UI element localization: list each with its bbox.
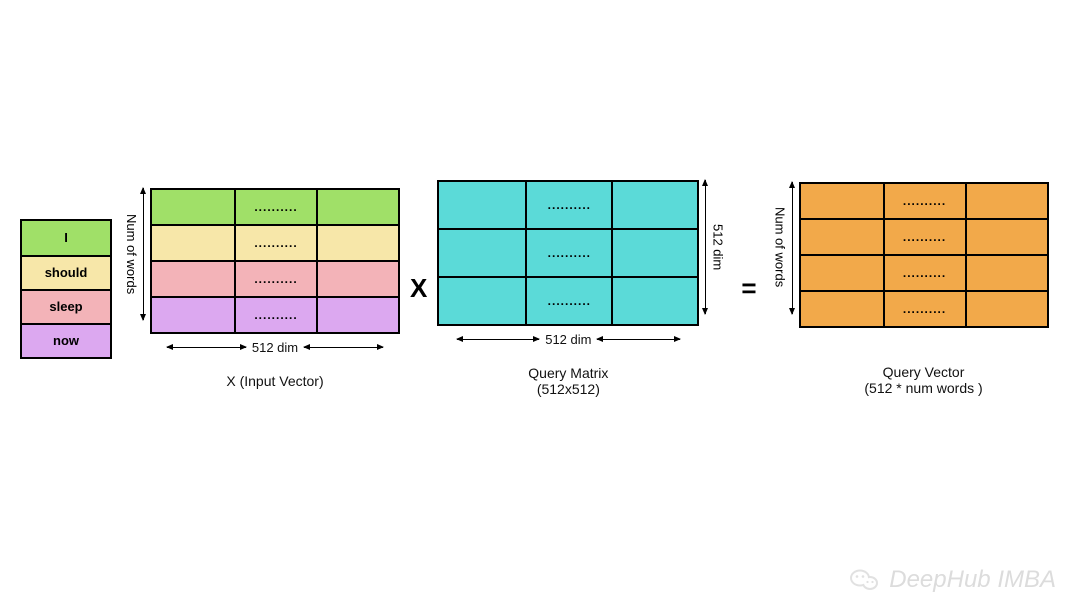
query-yaxis-label: 512 dim [710,224,725,270]
matrix-row: .......... [801,184,1047,218]
result-caption: Query Vector (512 * num words ) [799,364,1049,396]
matrix-cell [801,292,883,326]
result-yaxis-label: Num of words [773,207,788,287]
matrix-row: .......... [439,276,697,324]
words-column: Ishouldsleepnow [20,219,112,359]
multiply-operator: X [410,273,427,304]
arrow-horizontal [597,339,680,340]
matrix-row: .......... [801,254,1047,290]
word-cell: should [22,255,110,289]
query-matrix-group: .............................. 512 dim Q… [437,180,731,397]
matrix-row: .......... [152,260,398,296]
matrix-cell [801,220,883,254]
query-caption-l2: (512x512) [437,381,699,397]
matrix-row: .......... [801,290,1047,326]
result-matrix: ........................................ [799,182,1049,328]
matrix-cell [801,256,883,290]
matrix-cell: .......... [234,298,316,332]
matrix-cell: .......... [883,220,965,254]
matrix-cell: .......... [234,190,316,224]
input-matrix-group: Num of words ...........................… [118,188,400,389]
matrix-cell: .......... [883,292,965,326]
matrix-cell [965,184,1047,218]
arrow-vertical [143,188,144,320]
arrow-vertical [792,182,793,314]
matrix-row: .......... [439,182,697,228]
equals-operator: = [741,273,756,304]
matrix-cell [965,292,1047,326]
matrix-row: .......... [152,190,398,224]
input-yaxis: Num of words [124,188,144,320]
query-caption-l1: Query Matrix [437,365,699,381]
matrix-cell: .......... [883,256,965,290]
diagram-stage: Ishouldsleepnow Num of words ...........… [20,180,1049,397]
query-yaxis: 512 dim [705,180,725,314]
matrix-cell [439,182,525,228]
matrix-cell [152,262,234,296]
matrix-cell: .......... [525,278,611,324]
matrix-cell [152,298,234,332]
matrix-cell [152,190,234,224]
matrix-cell [965,256,1047,290]
arrow-horizontal [167,347,246,348]
matrix-cell [316,226,398,260]
arrow-vertical [705,180,706,314]
matrix-row: .......... [152,224,398,260]
wechat-icon [849,567,879,593]
matrix-row: .......... [152,296,398,332]
matrix-cell [439,230,525,276]
matrix-cell [965,220,1047,254]
matrix-cell [801,184,883,218]
matrix-cell: .......... [234,262,316,296]
word-cell: now [22,323,110,357]
matrix-cell: .......... [525,182,611,228]
matrix-row: .......... [439,228,697,276]
matrix-cell: .......... [883,184,965,218]
matrix-cell [439,278,525,324]
matrix-cell [611,182,697,228]
input-matrix: ........................................ [150,188,400,334]
input-yaxis-label: Num of words [124,214,139,294]
arrow-horizontal [304,347,383,348]
word-cell: sleep [22,289,110,323]
word-cell: I [22,221,110,255]
input-caption: X (Input Vector) [150,373,400,389]
watermark-text: DeepHub IMBA [889,566,1056,594]
input-xaxis-label: 512 dim [252,340,298,355]
arrow-horizontal [457,339,540,340]
matrix-cell [316,262,398,296]
matrix-row: .......... [801,218,1047,254]
words-block: Ishouldsleepnow [20,219,112,359]
matrix-cell [611,278,697,324]
result-matrix-group: Num of words ...........................… [767,182,1049,396]
matrix-cell [316,298,398,332]
matrix-cell [611,230,697,276]
result-caption-l1: Query Vector [799,364,1049,380]
matrix-cell: .......... [234,226,316,260]
query-caption: Query Matrix (512x512) [437,365,699,397]
watermark: DeepHub IMBA [849,566,1056,594]
query-matrix: .............................. [437,180,699,326]
query-xaxis-label: 512 dim [545,332,591,347]
result-yaxis: Num of words [773,182,793,314]
result-caption-l2: (512 * num words ) [799,380,1049,396]
matrix-cell [152,226,234,260]
matrix-cell: .......... [525,230,611,276]
matrix-cell [316,190,398,224]
input-xaxis: 512 dim [150,340,400,355]
query-xaxis: 512 dim [437,332,699,347]
